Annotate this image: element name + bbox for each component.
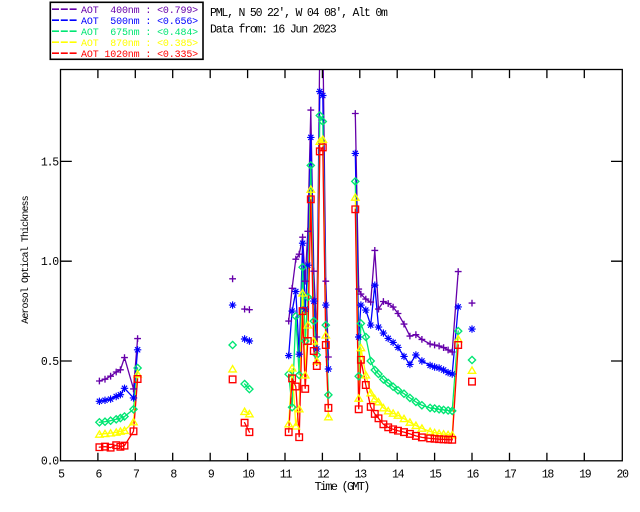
- svg-text:16: 16: [467, 469, 480, 482]
- svg-text:0.5: 0.5: [41, 356, 59, 369]
- svg-text:14: 14: [392, 469, 405, 482]
- svg-text:11: 11: [280, 469, 293, 482]
- svg-text:PML, N 50 22', W 04 08', Alt 0: PML, N 50 22', W 04 08', Alt 0m: [210, 7, 388, 20]
- svg-text:12: 12: [317, 469, 330, 482]
- svg-text:AOT 500nm : <0.656>: AOT 500nm : <0.656>: [81, 17, 198, 28]
- svg-text:9: 9: [208, 469, 215, 482]
- svg-text:15: 15: [429, 469, 442, 482]
- svg-text:18: 18: [542, 469, 555, 482]
- svg-text:Aerosol Optical Thickness: Aerosol Optical Thickness: [20, 195, 32, 323]
- svg-text:AOT 1020nm : <0.335>: AOT 1020nm : <0.335>: [81, 50, 198, 61]
- svg-text:AOT 675nm : <0.484>: AOT 675nm : <0.484>: [81, 28, 198, 39]
- svg-text:20: 20: [616, 469, 629, 482]
- svg-text:AOT 870nm : <0.385>: AOT 870nm : <0.385>: [81, 39, 198, 50]
- svg-text:13: 13: [355, 469, 368, 482]
- svg-text:Time (GMT): Time (GMT): [314, 480, 369, 494]
- svg-text:0.0: 0.0: [41, 456, 59, 469]
- svg-text:1.0: 1.0: [41, 256, 59, 269]
- svg-text:19: 19: [579, 469, 592, 482]
- svg-text:6: 6: [96, 469, 103, 482]
- svg-text:5: 5: [58, 469, 65, 482]
- svg-text:AOT 400nm : <0.799>: AOT 400nm : <0.799>: [81, 6, 198, 17]
- svg-text:10: 10: [242, 469, 255, 482]
- svg-text:8: 8: [170, 469, 177, 482]
- svg-text:Data from: 16 Jun 2023: Data from: 16 Jun 2023: [210, 24, 337, 37]
- svg-text:7: 7: [133, 469, 139, 482]
- svg-text:17: 17: [504, 469, 516, 482]
- svg-text:1.5: 1.5: [41, 156, 59, 169]
